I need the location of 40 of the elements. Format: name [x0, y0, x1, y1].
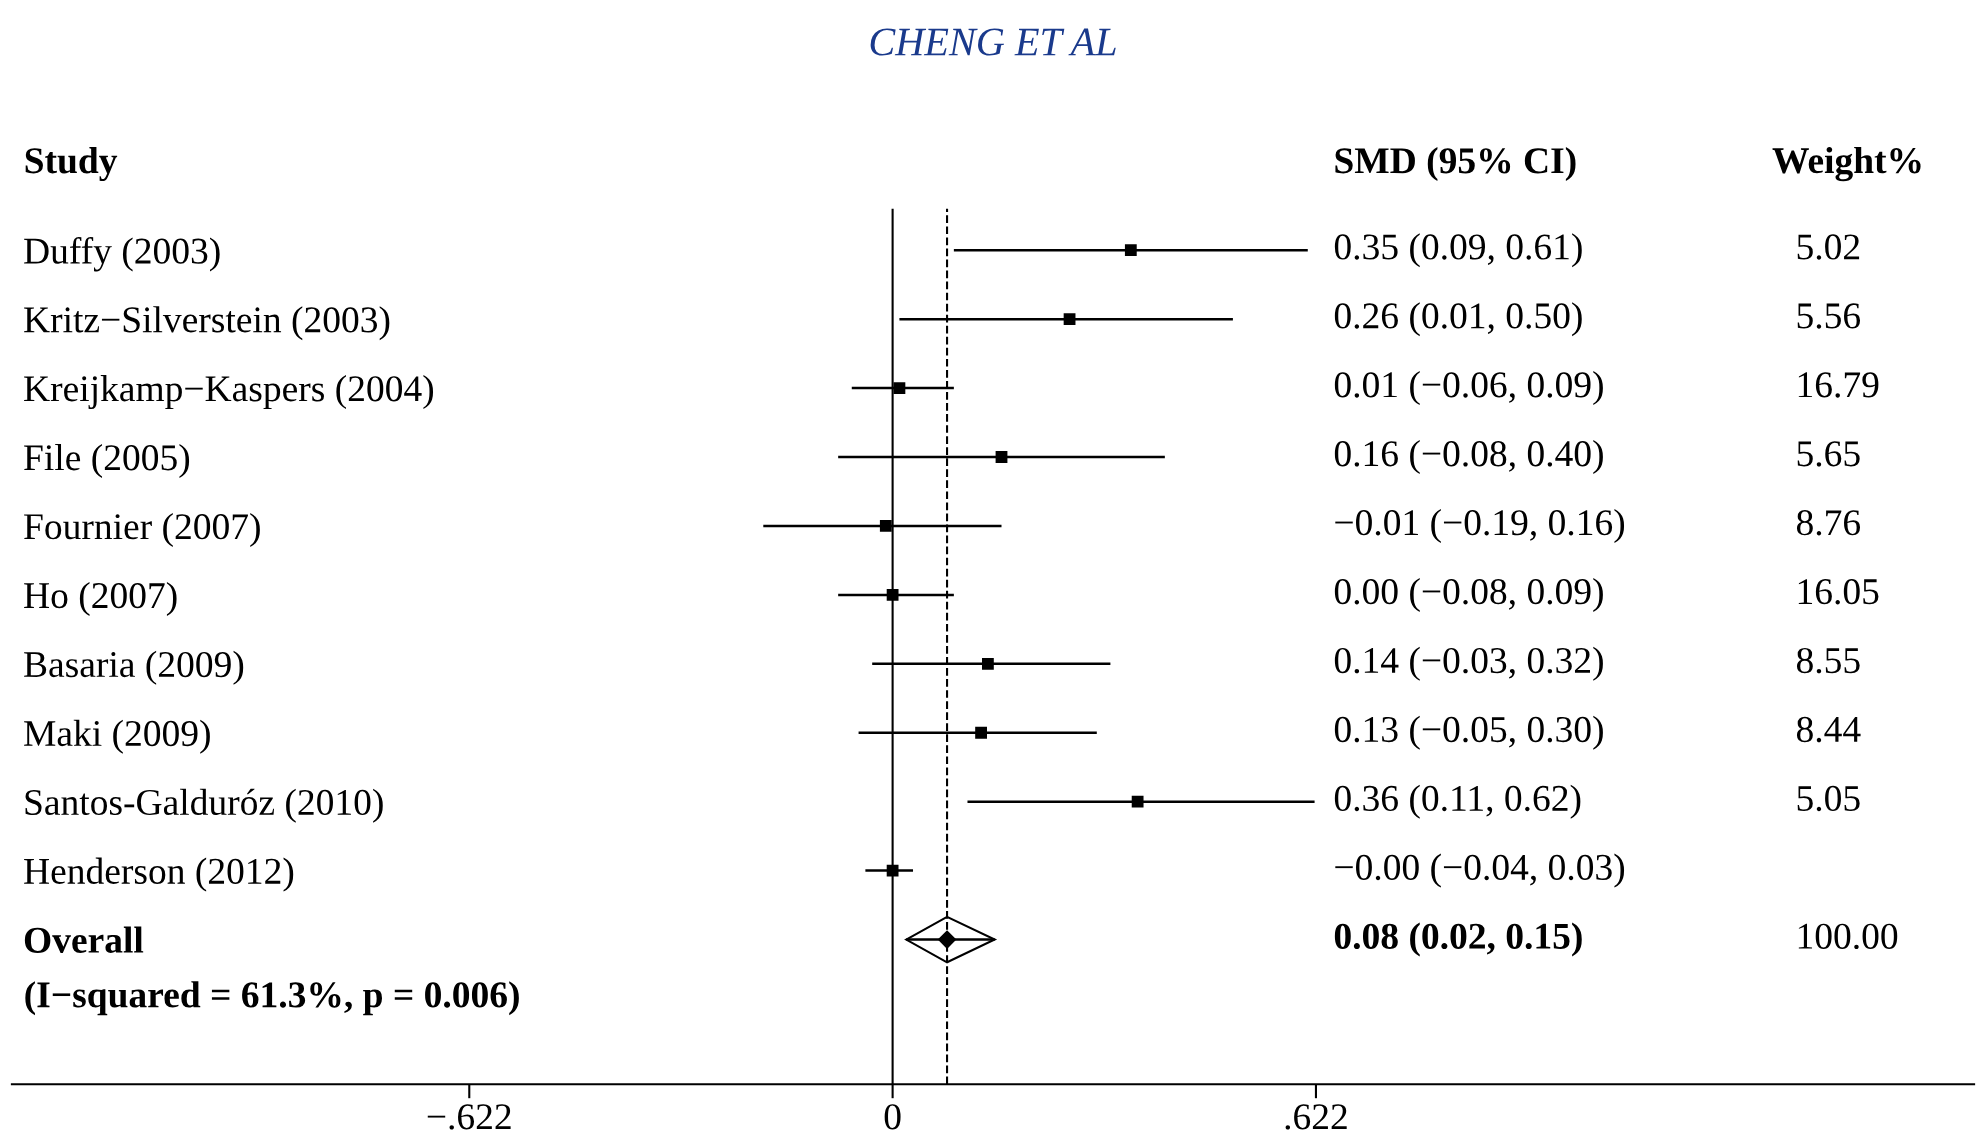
- annotation: 0.35 (0.09, 0.61): [1334, 233, 1582, 268]
- y-tick-label: Santos-Galduróz (2010): [25, 788, 383, 823]
- annotation: 0.36 (0.11, 0.62): [1334, 784, 1581, 819]
- y-tick-label: Fournier (2007): [24, 512, 260, 547]
- annotation: 16.05: [1798, 578, 1879, 605]
- text: SMD (95% CI): [1335, 147, 1576, 182]
- annotation: 100.00: [1798, 923, 1898, 950]
- annotation: 0.00 (−0.08, 0.09): [1334, 577, 1603, 612]
- y-tick-label: Kritz−Silverstein (2003): [24, 306, 390, 341]
- annotation: 0.08 (0.02, 0.15): [1334, 922, 1582, 957]
- y-tick-label: Kreijkamp−Kaspers (2004): [24, 375, 434, 410]
- annotation: 8.44: [1796, 716, 1861, 743]
- x-tick-label: .622: [1285, 1104, 1347, 1130]
- annotation: 8.55: [1796, 647, 1860, 674]
- annotation: −0.01 (−0.19, 0.16): [1335, 508, 1625, 543]
- y-tick-label: Maki (2009): [24, 719, 210, 754]
- annotation: −0.00 (−0.04, 0.03): [1335, 853, 1625, 888]
- annotation: 0.16 (−0.08, 0.40): [1334, 440, 1603, 475]
- annotation: 8.76: [1796, 510, 1861, 536]
- y-tick-label: File (2005): [24, 444, 190, 479]
- annotation: 5.02: [1797, 234, 1860, 260]
- y-tick-label: Overall: [24, 926, 144, 953]
- annotation: 0.13 (−0.05, 0.30): [1334, 715, 1603, 750]
- text: Study: [25, 146, 118, 182]
- annotation: 5.05: [1797, 785, 1860, 812]
- annotation: 0.26 (0.01, 0.50): [1334, 302, 1582, 337]
- annotation: 0.01 (−0.06, 0.09): [1334, 371, 1603, 406]
- annotation: 5.65: [1797, 441, 1860, 467]
- text: (I−squared = 61.3%, p = 0.006): [25, 981, 519, 1016]
- annotation: 5.56: [1797, 303, 1861, 329]
- text: Weight%: [1772, 146, 1921, 182]
- chart-title: CHENG ET AL: [870, 28, 1116, 56]
- annotation: 16.79: [1798, 372, 1879, 398]
- x-tick-label: 0: [884, 1104, 901, 1130]
- x-tick-label: −.622: [427, 1104, 511, 1130]
- y-tick-label: Henderson (2012): [24, 857, 294, 892]
- y-tick-label: Ho (2007): [24, 581, 177, 616]
- y-tick-label: Basaria (2009): [24, 650, 244, 685]
- y-tick-label: Duffy (2003): [24, 237, 220, 272]
- annotation: 0.14 (−0.03, 0.32): [1334, 646, 1603, 681]
